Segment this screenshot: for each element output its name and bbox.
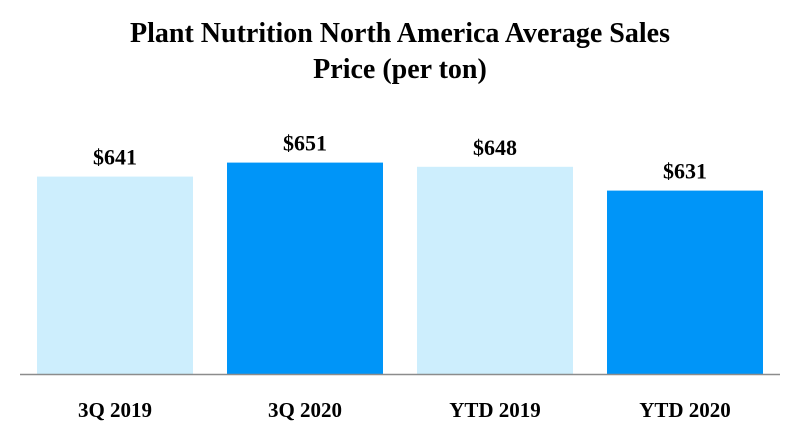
data-label-ytd-2019: $648: [473, 135, 517, 160]
bar-ytd-2020: [607, 190, 763, 374]
bar-3q-2020: [227, 162, 383, 374]
bar-ytd-2019: [417, 166, 573, 374]
x-tick-label-3q-2019: 3Q 2019: [78, 398, 152, 422]
bar-3q-2019: [37, 176, 193, 374]
chart-title: Plant Nutrition North America Average Sa…: [0, 16, 800, 88]
data-label-ytd-2020: $631: [663, 159, 707, 184]
x-tick-label-3q-2020: 3Q 2020: [268, 398, 342, 422]
x-tick-label-ytd-2019: YTD 2019: [449, 398, 541, 422]
chart-title-line-1: Plant Nutrition North America Average Sa…: [130, 18, 670, 49]
x-tick-label-ytd-2020: YTD 2020: [639, 398, 731, 422]
data-label-3q-2020: $651: [283, 131, 327, 156]
data-label-3q-2019: $641: [93, 145, 137, 170]
chart-title-line-2: Price (per ton): [313, 54, 487, 85]
